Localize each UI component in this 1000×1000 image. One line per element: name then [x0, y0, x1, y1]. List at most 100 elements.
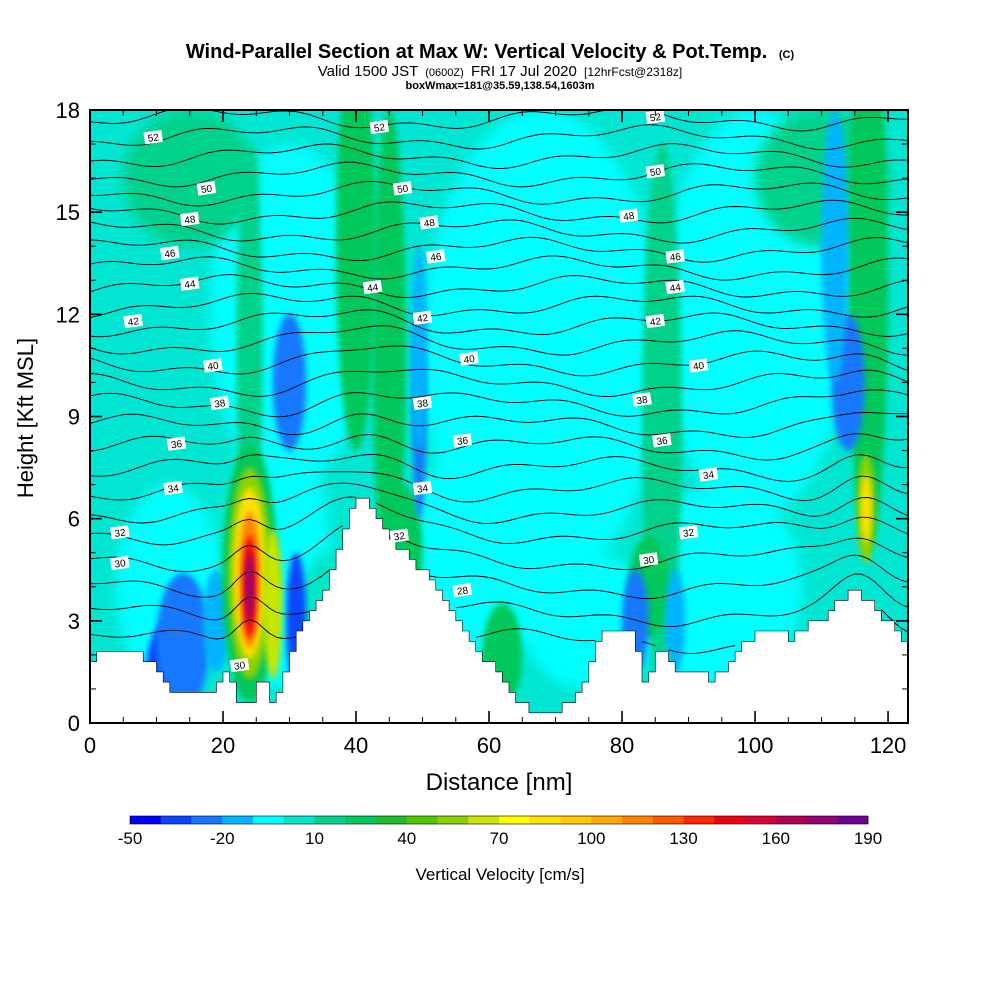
contour-label: 36: [452, 433, 473, 449]
isentrope-line: [90, 325, 908, 356]
isentrope-line: [90, 236, 908, 263]
colorbar-swatch: [222, 816, 254, 824]
contour-label-box: [180, 276, 200, 291]
colorbar-swatch: [560, 816, 592, 824]
y-tick-label: 3: [68, 609, 80, 634]
isentrope-line: [90, 143, 908, 169]
colorbar-tick-label: 160: [762, 829, 790, 848]
contour-label-text: 52: [147, 132, 160, 145]
contour-label: 44: [665, 279, 685, 295]
contour-label-box: [645, 313, 666, 329]
colorbar-swatch: [191, 816, 223, 824]
isentrope-line: [90, 199, 908, 225]
contour-label: 42: [123, 313, 143, 329]
contour-label: 34: [163, 480, 183, 496]
colorbar-swatch: [745, 816, 777, 824]
velocity-cell: [860, 474, 872, 543]
contour-label-box: [110, 555, 130, 571]
y-tick-label: 0: [68, 711, 80, 736]
contour-label-box: [412, 395, 433, 411]
contour-label: 38: [632, 392, 652, 407]
contour-label-box: [166, 436, 187, 451]
contour-label-text: 34: [416, 483, 429, 496]
contour-label: 48: [618, 208, 639, 223]
isentrope-line: [90, 573, 908, 628]
isentrope-line: [90, 482, 908, 524]
contour-label-text: 40: [692, 361, 705, 374]
contour-label-box: [369, 119, 390, 135]
contour-label: 40: [203, 358, 223, 373]
isentrope-line: [90, 110, 908, 132]
isentrope-line: [90, 433, 908, 461]
isentrope-line: [90, 496, 908, 546]
contour-label-box: [645, 164, 666, 179]
velocity-cell: [848, 110, 889, 553]
colorbar-swatch: [283, 816, 315, 824]
contour-label: 36: [652, 433, 672, 448]
contour-label-box: [688, 358, 709, 373]
colorbar-swatch: [376, 816, 408, 824]
colorbar-swatch: [253, 816, 285, 824]
velocity-cell: [336, 110, 376, 451]
contour-label: 40: [688, 358, 709, 374]
x-tick-label: 20: [211, 733, 235, 758]
contour-label-box: [362, 279, 383, 295]
contour-label-text: 46: [669, 252, 682, 265]
colorbar-tick-label: 70: [490, 829, 509, 848]
contour-label: 30: [110, 555, 130, 571]
colorbar-tick-label: -50: [118, 829, 143, 848]
contour-label: 28: [452, 583, 473, 598]
contour-label-text: 50: [397, 184, 410, 197]
colorbar-tick-label: -20: [210, 829, 235, 848]
contour-label: 38: [209, 395, 230, 411]
colorbar-swatch: [314, 816, 346, 824]
isentrope-line: [90, 554, 908, 600]
contour-label: 50: [392, 181, 413, 197]
y-tick-label: 6: [68, 507, 80, 532]
contour-label: 46: [160, 245, 180, 261]
contour-label: 30: [229, 657, 250, 673]
colorbar-swatch: [775, 816, 807, 824]
isentrope-line: [90, 368, 908, 398]
contour-label: 52: [369, 119, 390, 135]
colorbar-swatch: [683, 816, 715, 824]
colorbar-tick-label: 130: [669, 829, 697, 848]
chart-title: Wind-Parallel Section at Max W: Vertical…: [186, 41, 795, 63]
contour-label: 36: [166, 436, 187, 451]
colorbar-swatch: [406, 816, 438, 824]
isentrope-line: [90, 274, 908, 298]
contour-label-text: 40: [207, 361, 220, 374]
contour-label-box: [652, 433, 672, 448]
contour-label-text: 32: [393, 531, 406, 544]
y-axis-label: Height [Kft MSL]: [13, 338, 38, 498]
contour-label: 44: [180, 276, 200, 291]
contour-label: 50: [196, 181, 217, 196]
contour-label: 42: [412, 310, 433, 325]
contour-label-box: [665, 279, 685, 295]
contour-label-box: [698, 467, 719, 482]
x-tick-label: 120: [870, 733, 907, 758]
contour-label-text: 44: [367, 282, 380, 295]
contour-label: 44: [362, 279, 383, 295]
contour-label: 48: [180, 211, 200, 227]
contour-label: 38: [412, 395, 433, 411]
colorbar: -50 -20 10 40 70 100 130 160 190: [118, 815, 882, 848]
contour-label: 50: [645, 164, 666, 179]
y-tick-label: 18: [56, 98, 80, 123]
contour-label: 40: [459, 351, 479, 366]
contour-label: 46: [426, 249, 446, 264]
colorbar-swatch: [591, 816, 623, 824]
contour-label-box: [389, 528, 409, 543]
colorbar-tick-label: 190: [854, 829, 882, 848]
colorbar-swatch: [345, 816, 377, 824]
y-tick-label: 15: [56, 200, 80, 225]
colorbar-tick-label: 40: [397, 829, 416, 848]
velocity-cell: [272, 314, 307, 451]
contour-label-text: 36: [456, 436, 469, 449]
colorbar-tick-label: 10: [305, 829, 324, 848]
contour-label-text: 52: [373, 122, 386, 135]
contour-label: 52: [143, 130, 163, 145]
contour-label-box: [196, 181, 217, 196]
contour-label-box: [459, 351, 479, 366]
